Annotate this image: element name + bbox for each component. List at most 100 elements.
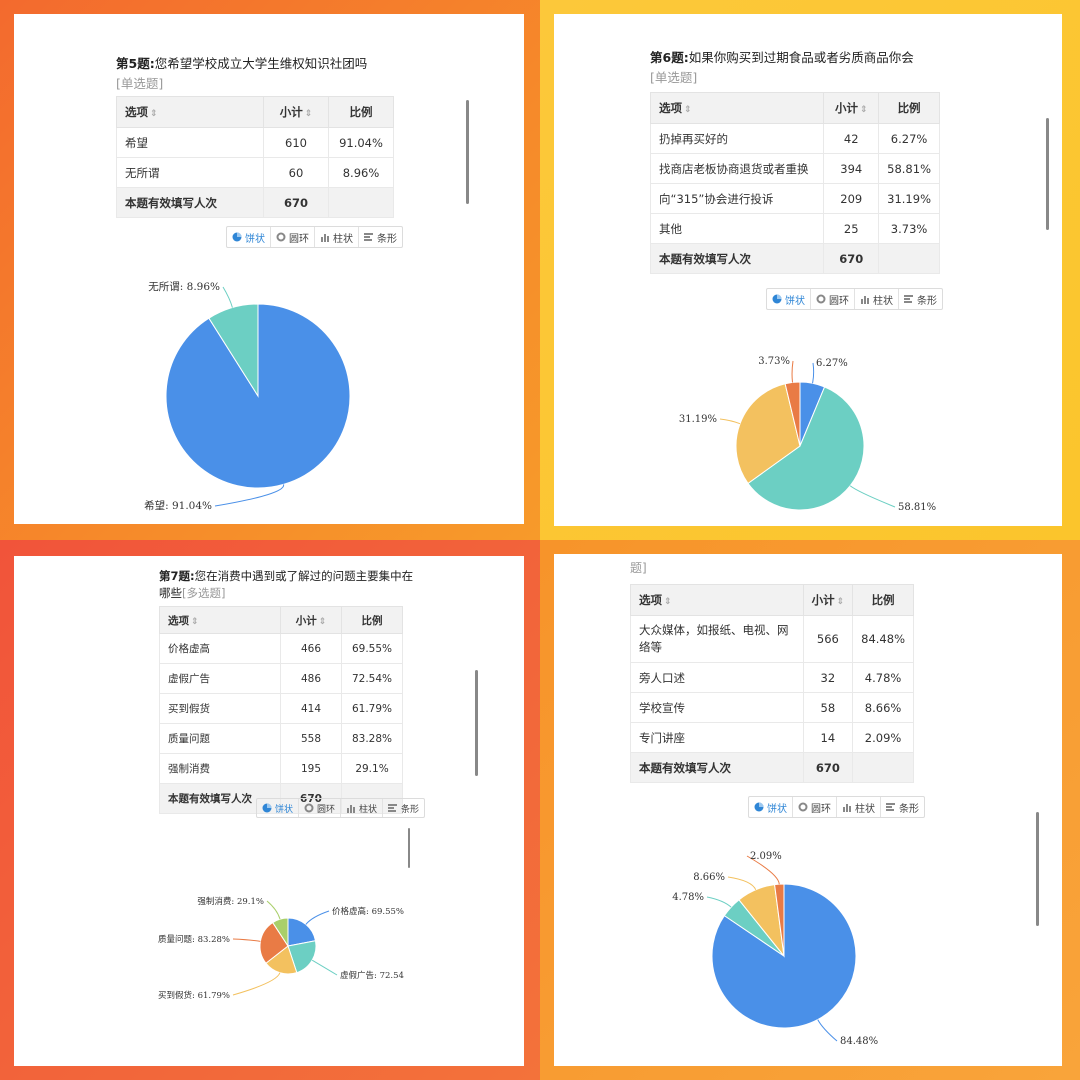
total-row: 本题有效填写人次 670 (630, 752, 914, 783)
column-header-option[interactable]: 选项 ⇕ (630, 584, 804, 616)
column-header-count[interactable]: 小计 ⇕ (802, 584, 854, 616)
pie-chart-button[interactable]: 饼状 (227, 227, 271, 247)
column-chart-button[interactable]: 柱状 (837, 797, 881, 817)
bar-chart-icon (886, 802, 896, 812)
result-table: 选项 ⇕ 小计 ⇕ 比例 扔掉再买好的 42 6.27% 找商店老板协商退货或者重换 39… (649, 92, 940, 274)
pie-icon (754, 802, 764, 812)
chart-type-toolbar: 饼状 圆环 柱状 条形 (226, 226, 403, 248)
slice-label: 强制消费: 29.1% (197, 896, 264, 907)
leader-line (305, 910, 330, 925)
column-chart-button[interactable]: 柱状 (315, 227, 359, 247)
table-row: 买到假货 414 61.79% (159, 693, 403, 724)
table-row: 学校宣传 58 8.66% (630, 692, 914, 723)
table-row: 专门讲座 14 2.09% (630, 722, 914, 753)
question-number: 第5题: (116, 56, 155, 71)
leader-line (791, 360, 794, 383)
ring-icon (304, 803, 314, 813)
pie-slice[interactable] (287, 917, 317, 947)
leader-line (311, 959, 338, 976)
ring-chart-button[interactable]: 圆环 (271, 227, 315, 247)
table-row: 向“315”协会进行投诉 209 31.19% (649, 183, 940, 214)
column-header-count[interactable]: 小计 ⇕ (263, 96, 329, 128)
question-text: 您在消费中遇到或了解过的问题主要集中在哪些 (159, 569, 414, 600)
pie-chart-q7: 价格虚高: 69.55% 虚假广告: 72.54 买到假货: 61.79% 质量问题:… (158, 896, 404, 1001)
ring-chart-button[interactable]: 圆环 (793, 797, 837, 817)
slice-label: 84.48% (840, 1036, 878, 1047)
leader-line (727, 876, 757, 891)
pie-slice[interactable] (208, 303, 259, 398)
scrollbar[interactable] (1046, 118, 1049, 230)
pie-chart-q8: 84.48% 4.78% 8.66% 2.09% (672, 851, 878, 1047)
pie-icon (772, 294, 782, 304)
leader-line (232, 972, 281, 996)
leader-line (719, 418, 741, 425)
total-row: 本题有效填写人次 670 (116, 187, 394, 218)
quadrant-q7: 第7题:您在消费中遇到或了解过的问题主要集中在哪些[多选题] 选项 ⇕ 小计 ⇕ 比… (0, 540, 540, 1080)
total-row: 本题有效填写人次 670 (649, 243, 940, 274)
scrollbar[interactable] (475, 670, 478, 776)
question-type: [多选题] (182, 586, 226, 600)
chart-type-toolbar: 饼状 圆环 柱状 条形 (256, 798, 426, 818)
leader-line (222, 286, 233, 308)
column-header-ratio: 比例 (852, 584, 914, 616)
slice-label: 无所谓: 8.96% (148, 281, 220, 293)
pie-icon (232, 232, 242, 242)
pie-slice[interactable] (735, 383, 801, 485)
pie-chart-q5: 希望: 91.04% 无所谓: 8.96% (144, 281, 351, 512)
pie-slice[interactable] (259, 921, 289, 964)
ring-chart-button[interactable]: 圆环 (299, 799, 342, 817)
question-text: 如果你购买到过期食品或者劣质商品你会 (688, 50, 914, 65)
pie-slice[interactable] (774, 883, 785, 957)
pie-icon (262, 803, 272, 813)
scrollbar[interactable] (466, 100, 469, 204)
table-row: 价格虚高 466 69.55% (159, 633, 403, 664)
scrollbar-secondary[interactable] (408, 828, 410, 868)
bar-chart-icon (388, 803, 398, 813)
slice-label: 希望: 91.04% (144, 499, 212, 512)
result-table: 选项 ⇕ 小计 ⇕ 比例 大众媒体，如报纸、电视、网络等 566 84.48% 旁人口述… (630, 584, 914, 783)
pie-chart-button[interactable]: 饼状 (767, 289, 811, 309)
pie-slice[interactable] (711, 883, 857, 1029)
leader-line (706, 896, 732, 908)
survey-panel-q6: 第6题:如果你购买到过期食品或者劣质商品你会 [单选题] 选项 ⇕ 小计 ⇕ 比例 扔… (554, 14, 1062, 526)
slice-label: 8.66% (693, 872, 725, 883)
pie-slice[interactable] (747, 386, 865, 511)
leader-line (266, 900, 281, 920)
question-title: 第5题:您希望学校成立大学生维权知识社团吗 [单选题] (116, 54, 416, 94)
pie-chart-button[interactable]: 饼状 (257, 799, 300, 817)
bar-chart-icon (364, 232, 374, 242)
table-row: 强制消费 195 29.1% (159, 753, 403, 784)
table-row: 希望 610 91.04% (116, 127, 394, 158)
slice-label: 2.09% (750, 851, 782, 862)
column-chart-icon (842, 802, 852, 812)
quadrant-q6: 第6题:如果你购买到过期食品或者劣质商品你会 [单选题] 选项 ⇕ 小计 ⇕ 比例 扔… (540, 0, 1080, 540)
column-chart-icon (860, 294, 870, 304)
column-header-count[interactable]: 小计 ⇕ (823, 92, 880, 124)
slice-label: 虚假广告: 72.54 (340, 970, 404, 981)
bar-chart-button[interactable]: 条形 (899, 289, 942, 309)
bar-chart-button[interactable]: 条形 (383, 799, 424, 817)
slice-label: 买到假货: 61.79% (158, 990, 230, 1001)
column-header-option[interactable]: 选项 ⇕ (116, 96, 264, 128)
bar-chart-button[interactable]: 条形 (881, 797, 924, 817)
slice-label: 6.27% (816, 358, 848, 369)
ring-chart-button[interactable]: 圆环 (811, 289, 855, 309)
question-type: [单选题] (116, 76, 164, 91)
survey-panel-q5: 第5题:您希望学校成立大学生维权知识社团吗 [单选题] 选项 ⇕ 小计 ⇕ 比例 希… (14, 14, 524, 524)
pie-chart-button[interactable]: 饼状 (749, 797, 793, 817)
ring-icon (798, 802, 808, 812)
question-text: 您希望学校成立大学生维权知识社团吗 (154, 56, 368, 71)
question-title: 题] (630, 558, 690, 578)
slice-label: 58.81% (898, 502, 936, 513)
scrollbar[interactable] (1036, 812, 1039, 926)
column-chart-button[interactable]: 柱状 (855, 289, 899, 309)
question-type: [单选题] (650, 70, 698, 85)
pie-slice[interactable] (784, 381, 801, 447)
slice-label: 质量问题: 83.28% (158, 934, 230, 945)
bar-chart-button[interactable]: 条形 (359, 227, 402, 247)
column-chart-icon (346, 803, 356, 813)
leader-line (746, 855, 780, 885)
column-header-option[interactable]: 选项 ⇕ (159, 606, 281, 634)
column-chart-button[interactable]: 柱状 (341, 799, 384, 817)
pie-slice[interactable] (287, 940, 317, 974)
